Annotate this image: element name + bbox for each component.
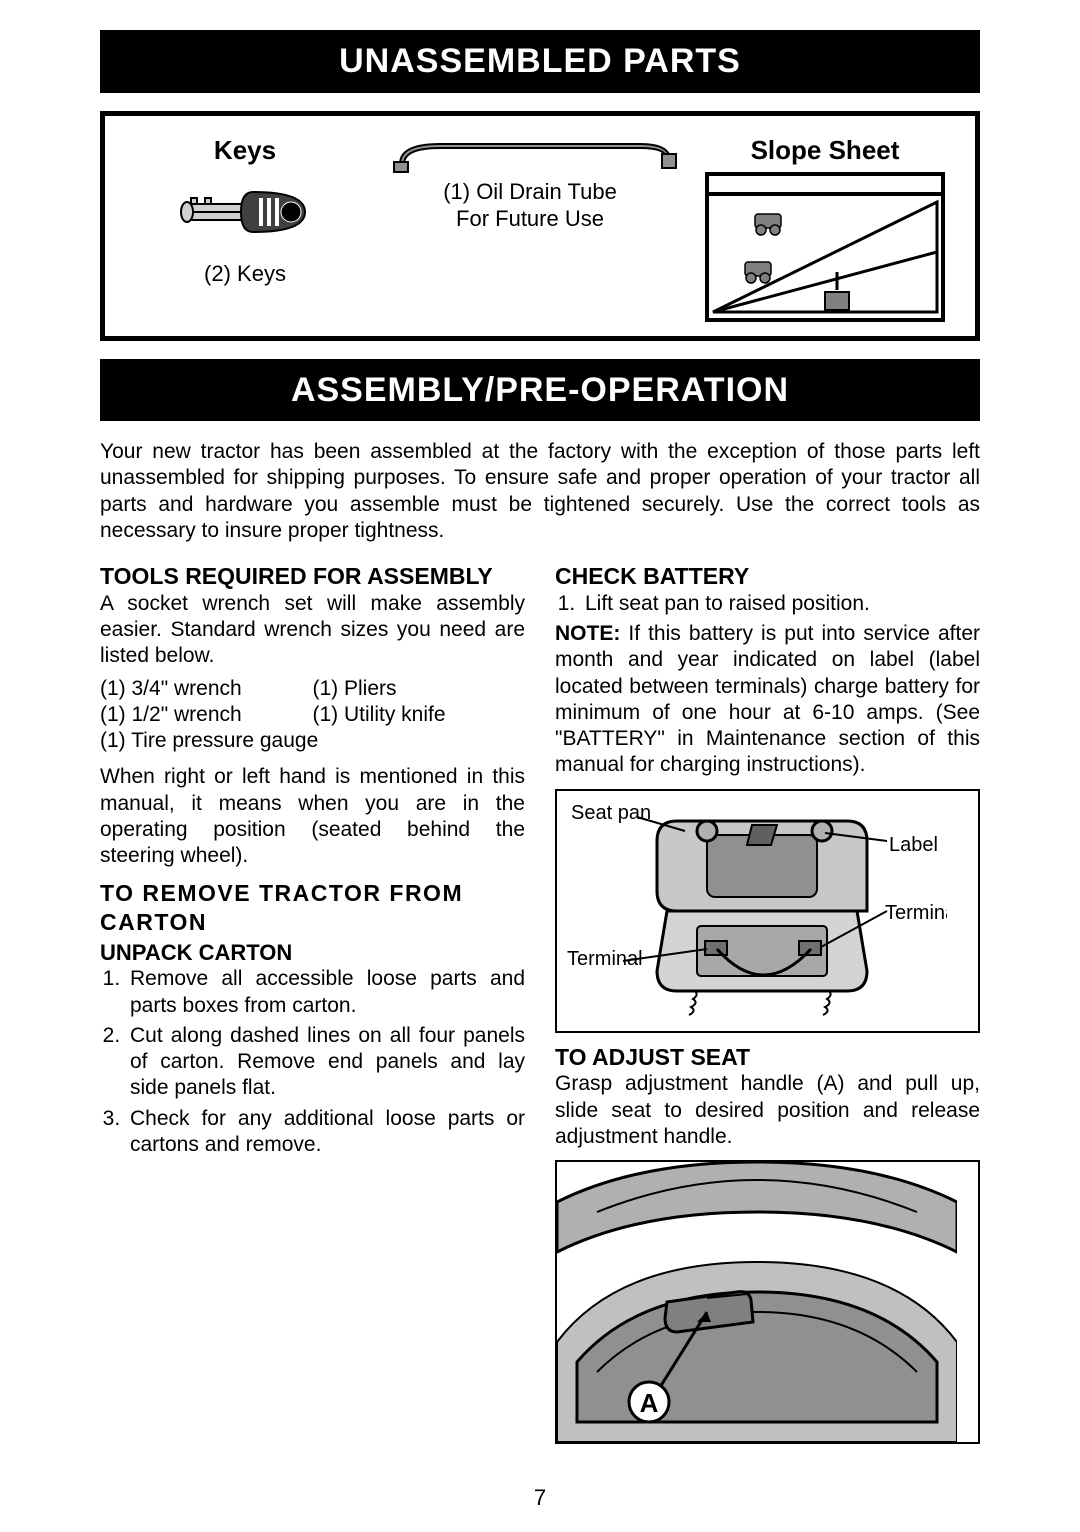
- page-number: 7: [100, 1484, 980, 1512]
- battery-note-text: If this battery is put into service afte…: [555, 622, 980, 776]
- battery-note: NOTE: If this battery is put into servic…: [555, 621, 980, 779]
- check-battery-heading: CHECK BATTERY: [555, 562, 980, 591]
- adjust-seat-heading: TO ADJUST SEAT: [555, 1043, 980, 1072]
- diagram-label-terminal-left: Terminal: [567, 948, 643, 970]
- keys-caption: (2) Keys: [204, 260, 286, 288]
- seat-adjust-diagram: A: [555, 1160, 980, 1444]
- intro-paragraph: Your new tractor has been assembled at t…: [100, 439, 980, 544]
- tube-caption-line2: For Future Use: [456, 205, 604, 233]
- tool-item: (1) 3/4" wrench: [100, 676, 313, 702]
- right-column: CHECK BATTERY Lift seat pan to raised po…: [555, 556, 980, 1454]
- diagram-label-terminal-right: Terminal: [885, 902, 947, 924]
- banner-assembly-preop: ASSEMBLY/PRE-OPERATION: [100, 359, 980, 422]
- list-item: Remove all accessible loose parts and pa…: [126, 966, 525, 1019]
- battery-diagram: Seat pan Label Terminal Terminal: [555, 789, 980, 1033]
- unpack-carton-subheading: UNPACK CARTON: [100, 939, 525, 967]
- diagram-label-seatpan: Seat pan: [571, 802, 651, 824]
- oil-drain-tube-icon: [380, 134, 680, 178]
- tools-heading: TOOLS REQUIRED FOR ASSEMBLY: [100, 562, 525, 591]
- keys-title: Keys: [214, 134, 276, 167]
- unpack-steps: Remove all accessible loose parts and pa…: [100, 966, 525, 1158]
- tool-list: (1) 3/4" wrench (1) Pliers (1) 1/2" wren…: [100, 676, 525, 755]
- oil-drain-tube-column: (1) Oil Drain Tube For Future Use: [380, 134, 680, 233]
- battery-steps: Lift seat pan to raised position.: [555, 591, 980, 617]
- left-column: TOOLS REQUIRED FOR ASSEMBLY A socket wre…: [100, 556, 525, 1454]
- slope-sheet-icon: [705, 172, 945, 322]
- parts-box: Keys (2) Keys (1) Oil Drain Tube For Fut…: [100, 111, 980, 341]
- seat-adjust-svg: A: [557, 1162, 957, 1442]
- key-icon: [175, 172, 315, 252]
- list-item: Cut along dashed lines on all four panel…: [126, 1023, 525, 1102]
- note-label: NOTE:: [555, 622, 620, 645]
- tool-item: (1) 1/2" wrench: [100, 702, 313, 728]
- tool-item: (1) Tire pressure gauge: [100, 728, 525, 754]
- marker-a: A: [640, 1388, 659, 1418]
- tool-item: (1) Utility knife: [313, 702, 526, 728]
- tube-caption-line1: (1) Oil Drain Tube: [443, 178, 617, 206]
- slope-sheet-title: Slope Sheet: [751, 134, 900, 167]
- battery-diagram-svg: Seat pan Label Terminal Terminal: [567, 801, 947, 1021]
- two-column-layout: TOOLS REQUIRED FOR ASSEMBLY A socket wre…: [100, 556, 980, 1454]
- keys-column: Keys (2) Keys: [135, 134, 355, 288]
- tools-intro: A socket wrench set will make assembly e…: [100, 591, 525, 670]
- diagram-label-label: Label: [889, 834, 938, 856]
- remove-tractor-heading: TO REMOVE TRACTOR FROM CARTON: [100, 879, 525, 937]
- list-item: Check for any additional loose parts or …: [126, 1106, 525, 1159]
- adjust-seat-body: Grasp adjustment handle (A) and pull up,…: [555, 1071, 980, 1150]
- slope-sheet-column: Slope Sheet: [705, 134, 945, 323]
- banner-unassembled-parts: UNASSEMBLED PARTS: [100, 30, 980, 93]
- tool-item: (1) Pliers: [313, 676, 526, 702]
- list-item: Lift seat pan to raised position.: [581, 591, 980, 617]
- hand-note: When right or left hand is mentioned in …: [100, 764, 525, 869]
